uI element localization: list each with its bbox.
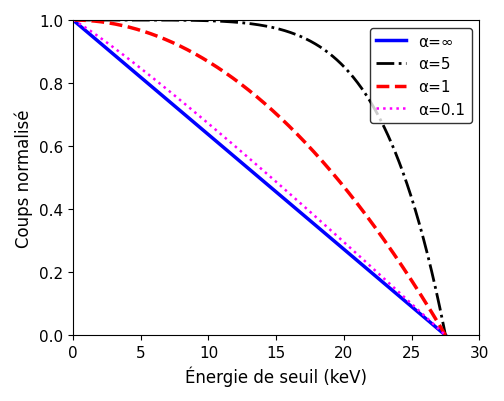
- α=∞: [367, 269, 373, 274]
- α=5: [108, 18, 114, 23]
- α=0.1: [443, 333, 449, 338]
- α=1: [108, 22, 114, 26]
- Line: α=0.1: α=0.1: [73, 21, 446, 335]
- Line: α=1: α=1: [73, 21, 446, 335]
- α=∞: [326, 235, 332, 239]
- α=∞: [360, 264, 366, 269]
- α=5: [234, 21, 240, 26]
- α=0.1: [326, 227, 332, 231]
- α=1: [443, 333, 449, 338]
- α=∞: [221, 146, 227, 150]
- α=0.1: [70, 18, 76, 23]
- α=5: [360, 89, 366, 94]
- α=1: [70, 18, 76, 23]
- α=0.1: [108, 44, 114, 49]
- α=0.1: [360, 258, 366, 263]
- α=∞: [70, 18, 76, 23]
- α=∞: [108, 51, 114, 55]
- α=1: [326, 167, 332, 172]
- Legend: α=∞, α=5, α=1, α=0.1: α=∞, α=5, α=1, α=0.1: [369, 28, 472, 124]
- X-axis label: Énergie de seuil (keV): Énergie de seuil (keV): [185, 366, 367, 386]
- α=0.1: [221, 135, 227, 140]
- α=5: [443, 333, 449, 338]
- Line: α=∞: α=∞: [73, 21, 446, 335]
- α=0.1: [367, 264, 373, 269]
- α=1: [367, 219, 373, 223]
- α=∞: [234, 157, 240, 162]
- α=∞: [443, 333, 449, 338]
- α=5: [326, 51, 332, 56]
- α=5: [70, 18, 76, 23]
- α=0.1: [234, 146, 240, 151]
- α=5: [221, 20, 227, 25]
- Y-axis label: Coups normalisé: Coups normalisé: [15, 109, 33, 247]
- α=1: [221, 70, 227, 75]
- α=1: [234, 79, 240, 84]
- α=5: [367, 99, 373, 104]
- Line: α=5: α=5: [73, 21, 446, 335]
- α=1: [360, 210, 366, 215]
